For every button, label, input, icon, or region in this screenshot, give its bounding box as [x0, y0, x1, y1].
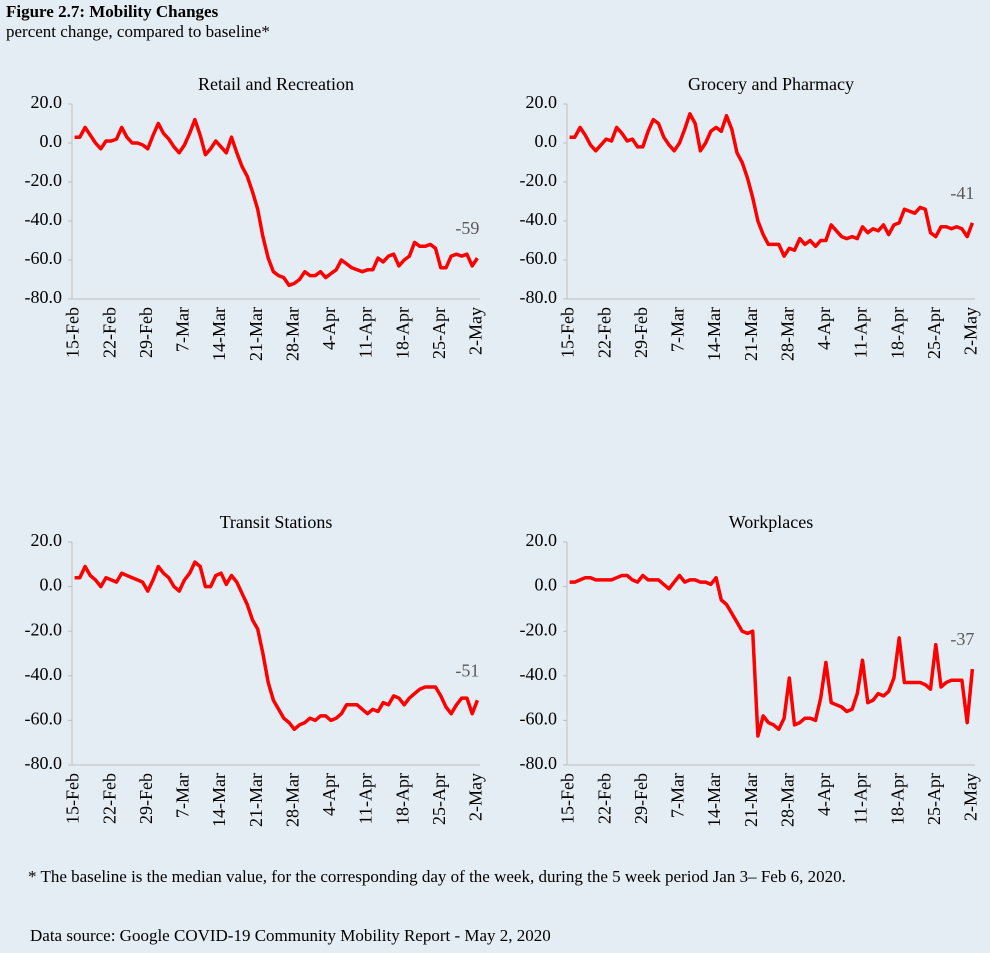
y-tick-label: -60.0 — [25, 248, 63, 268]
y-tick-label: 0.0 — [535, 575, 558, 595]
data-line — [569, 573, 975, 738]
x-tick-label: 2-May — [466, 307, 486, 355]
y-tick-label: -40.0 — [25, 209, 63, 229]
x-tick-label: 14-Mar — [704, 307, 724, 361]
x-tick-label: 11-Apr — [851, 773, 871, 824]
x-tick-label: 21-Mar — [246, 773, 266, 827]
x-tick-label: 25-Apr — [924, 773, 944, 825]
y-tick-label: -40.0 — [520, 664, 558, 684]
y-tick-label: -80.0 — [520, 287, 558, 307]
value-label: -37 — [950, 629, 974, 649]
y-tick-label: 0.0 — [40, 575, 63, 595]
x-tick-label: 11-Apr — [356, 773, 376, 824]
y-tick-label: -60.0 — [520, 709, 558, 729]
chart-title: Grocery and Pharmacy — [688, 74, 854, 94]
x-tick-label: 14-Mar — [209, 307, 229, 361]
value-label: -41 — [950, 183, 974, 203]
x-tick-label: 29-Feb — [136, 307, 156, 358]
value-label: -51 — [455, 660, 479, 680]
footnote: * The baseline is the median value, for … — [28, 867, 846, 886]
x-tick-label: 15-Feb — [558, 773, 578, 824]
chart-title: Workplaces — [729, 512, 814, 532]
chart-title: Transit Stations — [220, 512, 333, 532]
x-tick-label: 21-Mar — [741, 773, 761, 827]
x-tick-label: 29-Feb — [631, 307, 651, 358]
y-tick-label: -80.0 — [520, 753, 558, 773]
x-tick-label: 22-Feb — [594, 773, 614, 824]
y-tick-label: -20.0 — [25, 170, 63, 190]
x-tick-label: 7-Mar — [173, 773, 193, 818]
y-tick-label: -60.0 — [520, 248, 558, 268]
source: Data source: Google COVID-19 Community M… — [30, 926, 551, 945]
y-tick-label: -80.0 — [25, 287, 63, 307]
x-tick-label: 2-May — [961, 773, 981, 821]
x-tick-label: 14-Mar — [209, 773, 229, 827]
x-tick-label: 21-Mar — [246, 307, 266, 361]
y-tick-label: -60.0 — [25, 709, 63, 729]
y-tick-label: -40.0 — [25, 664, 63, 684]
y-tick-label: -20.0 — [520, 619, 558, 639]
data-line — [74, 117, 479, 288]
data-line — [74, 560, 480, 732]
x-tick-label: 18-Apr — [887, 773, 907, 825]
x-tick-label: 15-Feb — [558, 307, 578, 358]
x-tick-label: 25-Apr — [429, 773, 449, 825]
x-tick-label: 28-Mar — [282, 773, 302, 827]
y-tick-label: -40.0 — [520, 209, 558, 229]
x-tick-label: 21-Mar — [741, 307, 761, 361]
charts: Retail and Recreation -80.0 -60.0 -40.0 -20.… — [25, 74, 981, 827]
x-tick-label: 28-Mar — [282, 307, 302, 361]
y-tick-label: -20.0 — [25, 619, 63, 639]
x-tick-label: 18-Apr — [392, 307, 412, 359]
chart-title: Retail and Recreation — [198, 74, 354, 94]
x-tick-label: 7-Mar — [668, 307, 688, 352]
x-tick-label: 2-May — [961, 307, 981, 355]
y-tick-label: -80.0 — [25, 753, 63, 773]
x-tick-label: 29-Feb — [631, 773, 651, 824]
x-tick-label: 4-Apr — [814, 773, 834, 816]
value-label: -59 — [455, 218, 479, 238]
x-tick-label: 29-Feb — [136, 773, 156, 824]
x-tick-label: 15-Feb — [63, 773, 83, 824]
data-line — [569, 112, 975, 258]
x-tick-label: 25-Apr — [429, 307, 449, 359]
x-tick-label: 25-Apr — [924, 307, 944, 359]
x-tick-label: 14-Mar — [704, 773, 724, 827]
y-tick-label: 20.0 — [526, 92, 558, 112]
x-tick-label: 22-Feb — [99, 773, 119, 824]
y-tick-label: 0.0 — [535, 131, 558, 151]
y-tick-label: 20.0 — [526, 530, 558, 550]
x-tick-label: 18-Apr — [392, 773, 412, 825]
x-tick-label: 28-Mar — [777, 307, 797, 361]
x-tick-label: 4-Apr — [814, 307, 834, 350]
x-tick-label: 22-Feb — [99, 307, 119, 358]
y-tick-label: 20.0 — [31, 92, 63, 112]
x-tick-label: 4-Apr — [319, 307, 339, 350]
x-tick-label: 4-Apr — [319, 773, 339, 816]
y-tick-label: -20.0 — [520, 170, 558, 190]
x-tick-label: 18-Apr — [887, 307, 907, 359]
figure-subtitle: percent change, compared to baseline* — [6, 22, 270, 41]
y-tick-label: 0.0 — [40, 131, 63, 151]
x-tick-label: 7-Mar — [173, 307, 193, 352]
x-tick-label: 11-Apr — [356, 307, 376, 358]
x-tick-label: 22-Feb — [594, 307, 614, 358]
x-tick-label: 7-Mar — [668, 773, 688, 818]
x-tick-label: 2-May — [466, 773, 486, 821]
y-tick-label: 20.0 — [31, 530, 63, 550]
figure-title: Figure 2.7: Mobility Changes — [6, 2, 219, 21]
x-tick-label: 15-Feb — [63, 307, 83, 358]
x-tick-label: 28-Mar — [777, 773, 797, 827]
x-tick-label: 11-Apr — [851, 307, 871, 358]
